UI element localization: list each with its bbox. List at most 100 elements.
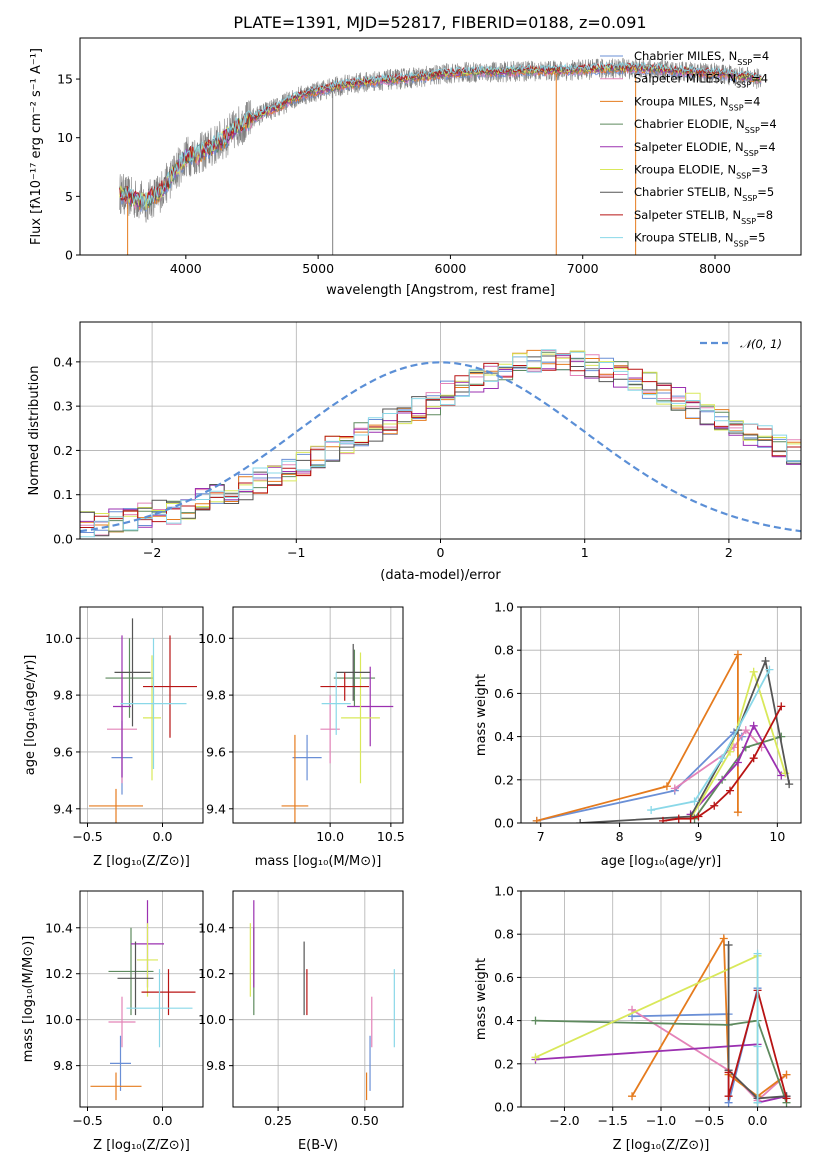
x-tick-label: 0.0 xyxy=(748,1113,768,1128)
age-vs-Z-panel: −0.5 0.0 9.4 9.6 9.8 10.0 Z [log₁₀(Z/Z⊙)] age [… xyxy=(23,606,204,869)
mass-weight-marker xyxy=(662,782,671,791)
x-tick-label: 10.5 xyxy=(377,829,405,844)
residual-histogram xyxy=(80,357,801,533)
mass-weight-marker xyxy=(782,1094,791,1103)
x-axis-label: Z [log₁₀(Z/Z⊙)] xyxy=(613,1138,710,1153)
mass-weight-marker xyxy=(576,819,585,823)
x-tick-label: 0.0 xyxy=(153,1113,173,1128)
plot-area xyxy=(531,934,791,1107)
mass-weight-line xyxy=(650,669,771,811)
residual-histogram xyxy=(80,349,801,538)
grid-lines xyxy=(233,891,403,1107)
x-tick-label: −2 xyxy=(143,545,161,560)
x-tick-label: 0 xyxy=(437,545,445,560)
normal-curve xyxy=(80,361,801,533)
mass-weight-marker xyxy=(733,808,742,817)
axes: −0.5 0.0 9.4 9.6 9.8 10.0 Z [log₁₀(Z/Z⊙)] age [… xyxy=(23,606,204,869)
x-tick-label: −0.5 xyxy=(694,1113,724,1128)
mass-vs-EBV-panel: 0.25 0.50 9.8 10.0 10.2 10.4 E(B-V) xyxy=(198,890,404,1153)
age-vs-mass-panel: 10.0 10.5 9.4 9.6 9.8 10.0 mass [log₁₀(M/M⊙)] xyxy=(198,606,405,869)
y-tick-label: 10.2 xyxy=(45,966,73,981)
mass-weight-marker xyxy=(733,650,742,659)
axes: 0.25 0.50 9.8 10.0 10.2 10.4 E(B-V) xyxy=(198,890,404,1153)
x-tick-label: 10.0 xyxy=(316,829,344,844)
mass-weight-marker xyxy=(753,949,762,958)
mass-weight-marker xyxy=(782,1070,791,1079)
y-axis-label: mass weight xyxy=(474,674,489,756)
mass-weight-marker xyxy=(749,754,758,763)
mass-weight-marker xyxy=(777,702,786,711)
mass-weight-line xyxy=(689,668,787,820)
x-axis-label: E(B-V) xyxy=(298,1138,338,1153)
mass-weight-marker xyxy=(531,1016,540,1025)
figure-title: PLATE=1391, MJD=52817, FIBERID=0188, z=0… xyxy=(233,13,646,32)
axes-frame xyxy=(79,606,204,824)
x-tick-label: 0.0 xyxy=(153,829,173,844)
mass-weight-marker xyxy=(724,1068,733,1077)
mass-weight-line xyxy=(727,945,787,1100)
y-tick-label: 0.8 xyxy=(494,643,514,658)
y-axis-label: mass [log₁₀(M/M⊙)] xyxy=(21,936,36,1063)
x-tick-label: 0.50 xyxy=(351,1113,379,1128)
y-tick-label: 9.4 xyxy=(206,801,226,816)
y-tick-label: 9.4 xyxy=(53,801,73,816)
mass-weight-marker xyxy=(726,747,735,756)
y-tick-label: 9.6 xyxy=(206,744,226,759)
mass-weight-marker xyxy=(674,814,683,823)
residual-histogram xyxy=(80,350,801,536)
y-tick-label: 0.0 xyxy=(494,816,514,831)
legend-label: Kroupa STELIB, NSSP=5 xyxy=(634,231,765,249)
spectrum-panel: 4000 5000 6000 7000 8000 0 5 10 15 wavelength [An… xyxy=(29,37,802,298)
grid-lines xyxy=(80,891,203,1107)
x-axis-label: age [log₁₀(age/yr)] xyxy=(601,854,722,869)
y-tick-label: 9.8 xyxy=(206,688,226,703)
legend-label: Chabrier ELODIE, NSSP=4 xyxy=(634,117,777,135)
axes: −2 −1 0 1 2 0.0 0.1 0.2 0.3 0.4 (data-model)/error… xyxy=(27,321,802,583)
y-tick-label: 0.2 xyxy=(494,1056,514,1071)
grid-lines xyxy=(80,607,203,823)
mass-weight-marker xyxy=(531,1053,540,1062)
y-tick-label: 10.2 xyxy=(198,966,226,981)
model-spectrum-line xyxy=(119,61,762,208)
plot-area xyxy=(249,900,395,1101)
y-tick-label: 10.4 xyxy=(198,920,226,935)
mass-weight-marker xyxy=(710,801,719,810)
y-tick-label: 10 xyxy=(57,130,73,145)
y-tick-label: 0.4 xyxy=(494,1013,514,1028)
x-tick-label: −2.0 xyxy=(549,1113,579,1128)
residual-histogram xyxy=(80,350,801,533)
mass-weight-marker xyxy=(658,816,667,823)
y-tick-label: 10.0 xyxy=(198,631,226,646)
x-axis-label: Z [log₁₀(Z/Z⊙)] xyxy=(93,1138,190,1153)
x-tick-label: −1.0 xyxy=(646,1113,676,1128)
axes-frame xyxy=(232,606,404,824)
legend-label: Kroupa MILES, NSSP=4 xyxy=(634,94,760,112)
massweight-vs-age-panel: 7 8 9 10 0.0 0.2 0.4 0.6 0.8 1.0 age [log₁₀(age/yr… xyxy=(474,600,802,869)
plot-area xyxy=(89,618,197,823)
mass-weight-marker xyxy=(532,816,541,823)
mass-weight-marker xyxy=(724,1092,733,1101)
x-tick-label: −0.5 xyxy=(72,1113,102,1128)
x-tick-label: 9 xyxy=(694,829,702,844)
y-tick-label: 5 xyxy=(65,189,73,204)
x-tick-label: −1.5 xyxy=(598,1113,628,1128)
y-tick-label: 9.8 xyxy=(53,688,73,703)
y-tick-label: 15 xyxy=(57,72,73,87)
grid-lines xyxy=(233,607,403,823)
mass-weight-line xyxy=(535,1019,788,1103)
x-tick-label: 8 xyxy=(616,829,624,844)
y-tick-label: 9.8 xyxy=(206,1058,226,1073)
residual-histogram xyxy=(80,354,801,528)
y-tick-label: 0.1 xyxy=(53,487,73,502)
axes-frame xyxy=(79,321,802,540)
axes-frame xyxy=(520,890,802,1108)
mass-vs-Z-panel: −0.5 0.0 9.8 10.0 10.2 10.4 Z [log₁₀(Z/Z⊙)] mas… xyxy=(21,890,204,1153)
mass-weight-marker xyxy=(741,726,750,735)
axes-frame xyxy=(79,890,204,1108)
x-tick-label: 8000 xyxy=(699,261,731,276)
mass-weight-marker xyxy=(628,1092,637,1101)
y-tick-label: 10.0 xyxy=(45,1012,73,1027)
x-axis-label: mass [log₁₀(M/M⊙)] xyxy=(255,854,382,869)
mass-weight-marker xyxy=(647,806,656,815)
